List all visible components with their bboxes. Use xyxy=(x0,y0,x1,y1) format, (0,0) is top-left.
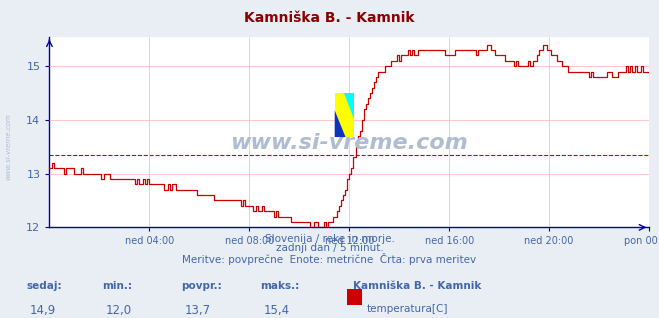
Text: 12,0: 12,0 xyxy=(105,304,132,317)
Text: sedaj:: sedaj: xyxy=(26,281,62,291)
Text: 13,7: 13,7 xyxy=(185,304,211,317)
Text: Meritve: povprečne  Enote: metrične  Črta: prva meritev: Meritve: povprečne Enote: metrične Črta:… xyxy=(183,253,476,265)
Text: maks.:: maks.: xyxy=(260,281,300,291)
Text: 14,9: 14,9 xyxy=(30,304,56,317)
Text: povpr.:: povpr.: xyxy=(181,281,222,291)
Text: Kamniška B. - Kamnik: Kamniška B. - Kamnik xyxy=(353,281,481,291)
Text: Slovenija / reke in morje.: Slovenija / reke in morje. xyxy=(264,234,395,244)
Text: www.si-vreme.com: www.si-vreme.com xyxy=(231,134,468,153)
Text: www.si-vreme.com: www.si-vreme.com xyxy=(5,113,11,180)
Text: min.:: min.: xyxy=(102,281,132,291)
Text: zadnji dan / 5 minut.: zadnji dan / 5 minut. xyxy=(275,243,384,253)
Text: Kamniška B. - Kamnik: Kamniška B. - Kamnik xyxy=(244,11,415,25)
Text: temperatura[C]: temperatura[C] xyxy=(366,304,448,314)
Text: 15,4: 15,4 xyxy=(264,304,290,317)
